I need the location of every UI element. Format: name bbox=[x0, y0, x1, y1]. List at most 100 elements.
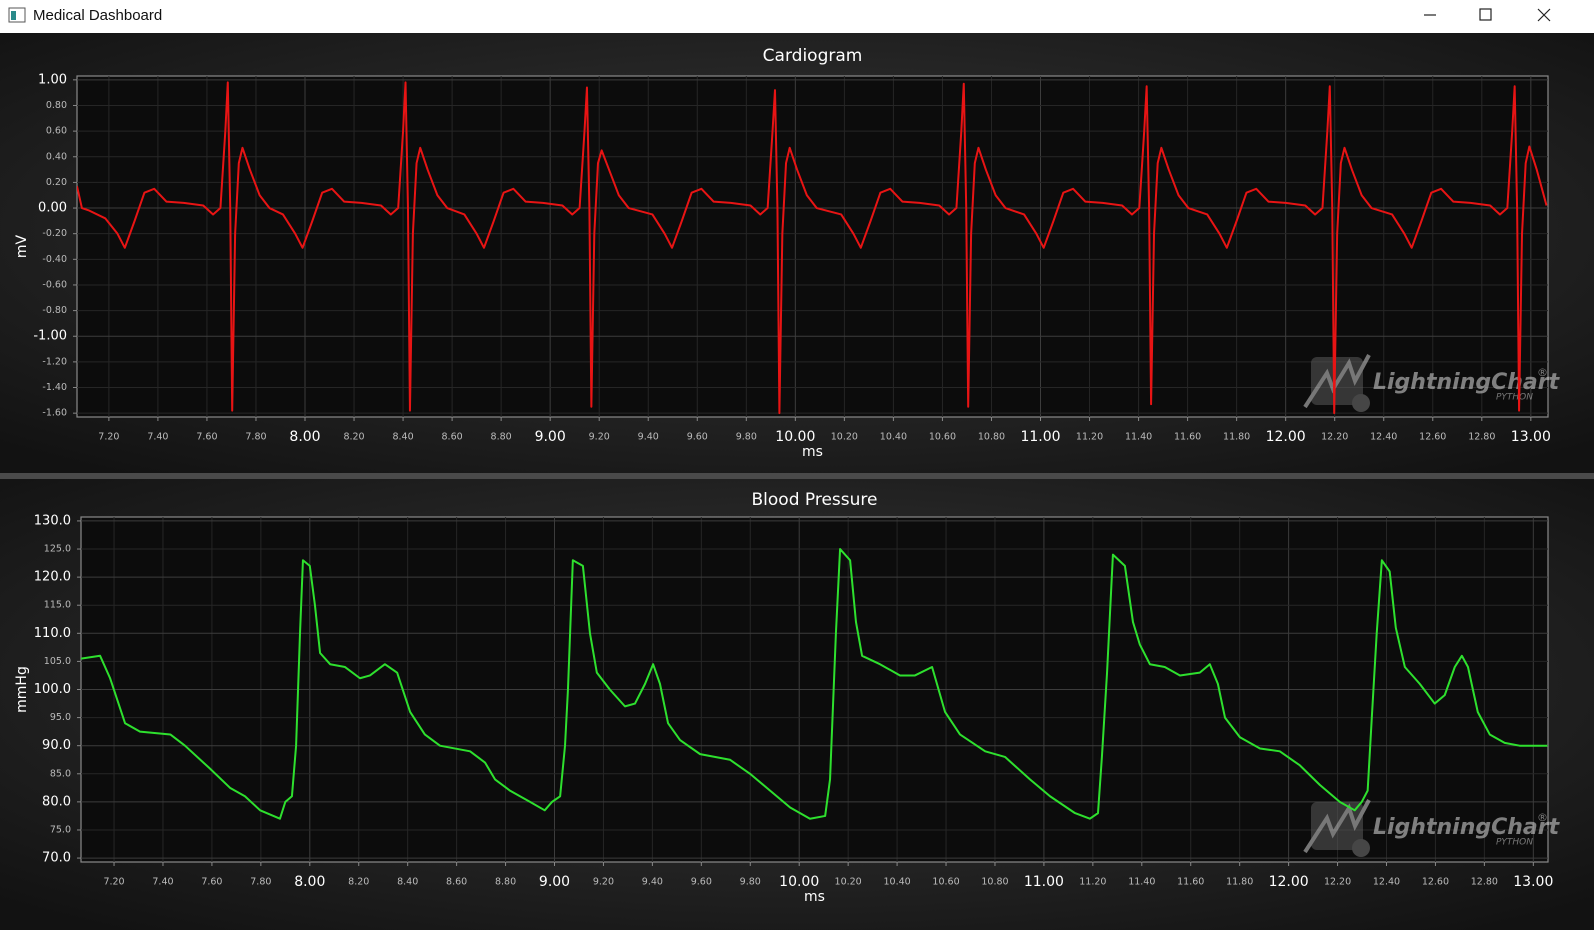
y-tick-label: 0.80 bbox=[46, 100, 67, 111]
watermark-logo bbox=[1303, 354, 1371, 409]
x-tick-label: 11.00 bbox=[1024, 874, 1064, 890]
y-tick-label: 85.0 bbox=[50, 768, 71, 779]
signal-line bbox=[77, 81, 1548, 415]
x-tick-label: 12.20 bbox=[1324, 877, 1351, 888]
y-tick-label: 100.0 bbox=[34, 682, 71, 697]
y-tick-label: -0.60 bbox=[42, 279, 67, 290]
y-tick-label: 90.0 bbox=[42, 738, 71, 753]
x-tick-label: 9.00 bbox=[535, 429, 566, 445]
chart-title: Blood Pressure bbox=[752, 490, 878, 510]
x-tick-label: 7.60 bbox=[196, 432, 217, 443]
x-tick-label: 8.20 bbox=[348, 877, 369, 888]
x-tick-label: 12.80 bbox=[1471, 877, 1498, 888]
watermark-text: LightningChart bbox=[1373, 815, 1561, 840]
watermark-mark: ® bbox=[1537, 366, 1548, 379]
x-tick-label: 10.40 bbox=[880, 432, 907, 443]
y-tick-label: -1.40 bbox=[42, 382, 67, 393]
x-tick-label: 9.40 bbox=[638, 432, 659, 443]
watermark-sub: PYTHON bbox=[1496, 838, 1533, 848]
x-tick-label: 12.60 bbox=[1419, 432, 1446, 443]
x-tick-label: 9.80 bbox=[740, 877, 761, 888]
x-tick-label: 13.00 bbox=[1511, 429, 1551, 445]
watermark: LightningChart® PYTHON bbox=[1303, 354, 1561, 412]
x-tick-label: 9.00 bbox=[539, 874, 570, 890]
y-tick-label: 120.0 bbox=[34, 570, 71, 585]
panel-separator bbox=[0, 473, 1594, 479]
signal-line bbox=[81, 548, 1548, 820]
watermark-mark: ® bbox=[1537, 811, 1548, 824]
app-icon bbox=[8, 7, 26, 23]
x-tick-label: 7.20 bbox=[103, 877, 124, 888]
x-tick-label: 11.60 bbox=[1177, 877, 1204, 888]
x-tick-label: 8.60 bbox=[446, 877, 467, 888]
y-tick-label: -0.80 bbox=[42, 305, 67, 316]
x-tick-label: 12.00 bbox=[1269, 874, 1309, 890]
x-tick-label: 11.80 bbox=[1226, 877, 1253, 888]
x-tick-label: 8.40 bbox=[392, 432, 413, 443]
x-tick-label: 7.40 bbox=[152, 877, 173, 888]
y-tick-label: 110.0 bbox=[34, 626, 71, 641]
x-tick-label: 7.60 bbox=[201, 877, 222, 888]
x-tick-label: 7.40 bbox=[147, 432, 168, 443]
x-tick-label: 10.00 bbox=[779, 874, 819, 890]
y-tick-label: 0.40 bbox=[46, 151, 67, 162]
maximize-button[interactable] bbox=[1479, 8, 1492, 21]
y-tick-label: 95.0 bbox=[50, 712, 71, 723]
x-tick-label: 11.80 bbox=[1223, 432, 1250, 443]
x-tick-label: 8.80 bbox=[491, 432, 512, 443]
x-tick-label: 12.60 bbox=[1422, 877, 1449, 888]
x-tick-label: 8.20 bbox=[343, 432, 364, 443]
y-tick-label: 0.20 bbox=[46, 177, 67, 188]
x-tick-label: 7.20 bbox=[98, 432, 119, 443]
y-tick-label: -1.00 bbox=[33, 329, 67, 344]
watermark-sub: PYTHON bbox=[1496, 393, 1533, 403]
x-tick-label: 10.60 bbox=[932, 877, 959, 888]
y-tick-label: 125.0 bbox=[44, 544, 71, 555]
chart-title: Cardiogram bbox=[763, 46, 863, 66]
y-tick-label: 115.0 bbox=[44, 600, 71, 611]
x-tick-label: 9.40 bbox=[642, 877, 663, 888]
plot-area bbox=[76, 75, 1549, 418]
x-tick-label: 9.60 bbox=[687, 432, 708, 443]
y-tick-label: 1.00 bbox=[38, 72, 67, 87]
x-tick-label: 9.20 bbox=[593, 877, 614, 888]
y-tick-label: 130.0 bbox=[34, 513, 71, 528]
watermark-text: LightningChart bbox=[1373, 370, 1561, 395]
x-tick-label: 8.00 bbox=[289, 429, 320, 445]
x-tick-label: 9.80 bbox=[736, 432, 757, 443]
x-tick-label: 13.00 bbox=[1513, 874, 1553, 890]
y-tick-label: -0.40 bbox=[42, 254, 67, 265]
y-tick-label: 75.0 bbox=[50, 824, 71, 835]
x-tick-label: 12.40 bbox=[1373, 877, 1400, 888]
x-tick-label: 12.00 bbox=[1266, 429, 1306, 445]
y-axis-label: mV bbox=[14, 234, 30, 258]
watermark: LightningChart® PYTHON bbox=[1303, 799, 1561, 857]
window-title: Medical Dashboard bbox=[33, 7, 162, 24]
x-tick-label: 8.00 bbox=[294, 874, 325, 890]
x-tick-label: 10.20 bbox=[831, 432, 858, 443]
x-tick-label: 11.40 bbox=[1128, 877, 1155, 888]
watermark-logo bbox=[1352, 394, 1370, 412]
x-axis-label: ms bbox=[804, 889, 825, 905]
x-tick-label: 10.80 bbox=[978, 432, 1005, 443]
x-tick-label: 7.80 bbox=[245, 432, 266, 443]
y-tick-label: 105.0 bbox=[44, 656, 71, 667]
x-tick-label: 8.40 bbox=[397, 877, 418, 888]
y-tick-label: 70.0 bbox=[42, 851, 71, 866]
title-bar bbox=[0, 0, 1594, 33]
y-tick-label: 80.0 bbox=[42, 794, 71, 809]
close-button[interactable] bbox=[1537, 8, 1551, 22]
x-tick-label: 11.20 bbox=[1079, 877, 1106, 888]
x-tick-label: 11.20 bbox=[1076, 432, 1103, 443]
x-tick-label: 11.60 bbox=[1174, 432, 1201, 443]
y-tick-label: -0.20 bbox=[42, 228, 67, 239]
watermark-logo bbox=[1352, 839, 1370, 857]
x-tick-label: 11.40 bbox=[1125, 432, 1152, 443]
x-tick-label: 10.60 bbox=[929, 432, 956, 443]
y-tick-label: -1.60 bbox=[42, 408, 67, 419]
x-tick-label: 9.20 bbox=[589, 432, 610, 443]
x-tick-label: 12.20 bbox=[1321, 432, 1348, 443]
watermark-logo bbox=[1303, 799, 1371, 854]
x-tick-label: 10.80 bbox=[981, 877, 1008, 888]
